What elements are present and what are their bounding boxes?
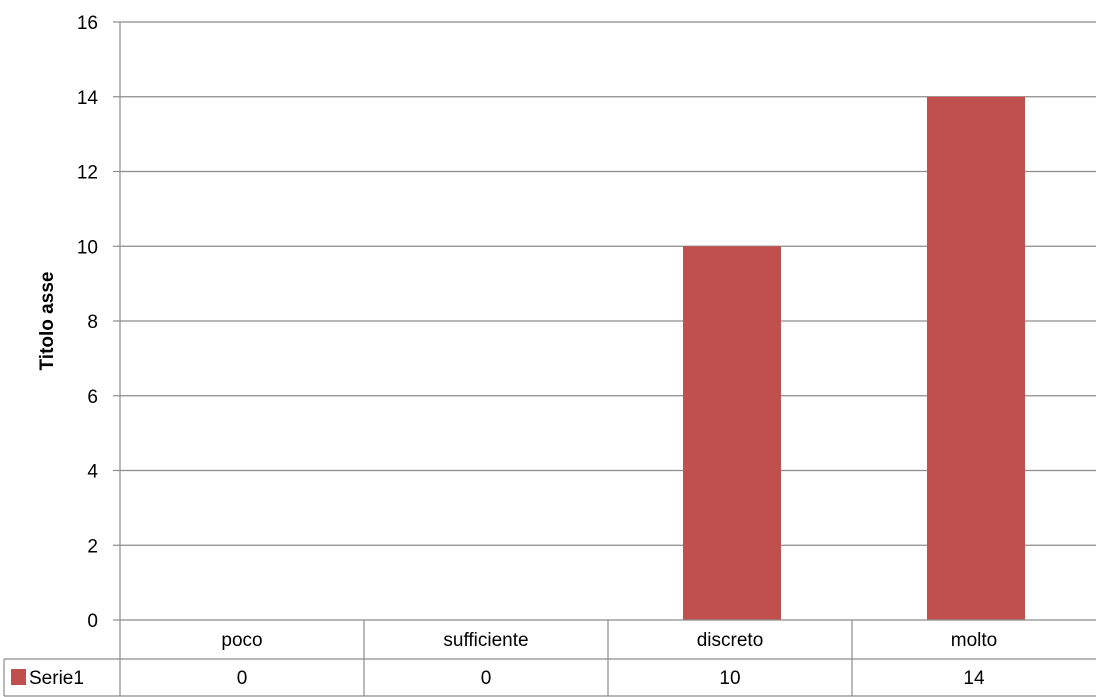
y-tick-label: 6: [87, 387, 98, 408]
x-category-label: molto: [951, 630, 997, 651]
table-value: 14: [963, 668, 985, 689]
y-tick-label: 2: [87, 536, 98, 557]
x-category-label: poco: [221, 630, 262, 651]
table-value: 10: [719, 668, 740, 689]
y-tick-label: 16: [77, 13, 98, 34]
legend-series-label: Serie1: [29, 668, 84, 689]
y-tick-label: 14: [77, 88, 99, 109]
bar: [683, 246, 781, 620]
y-axis-ticks: 0 2 4 6 8 10 12 14 16: [77, 13, 121, 632]
y-tick-label: 0: [87, 611, 98, 632]
legend-swatch: [11, 669, 26, 685]
bars: [683, 96, 1025, 620]
table-value: 0: [237, 668, 248, 689]
y-tick-label: 4: [87, 462, 98, 483]
y-tick-label: 8: [87, 312, 98, 333]
data-table: poco sufficiente discreto molto 0 0 10 14 Serie1: [3, 619, 1096, 697]
table-value: 0: [481, 668, 492, 689]
x-category-label: sufficiente: [443, 630, 528, 651]
bar: [927, 96, 1025, 620]
y-tick-label: 12: [77, 163, 98, 184]
y-axis-title: Titolo asse: [37, 272, 58, 371]
x-category-label: discreto: [697, 630, 764, 651]
y-tick-label: 10: [77, 237, 98, 258]
